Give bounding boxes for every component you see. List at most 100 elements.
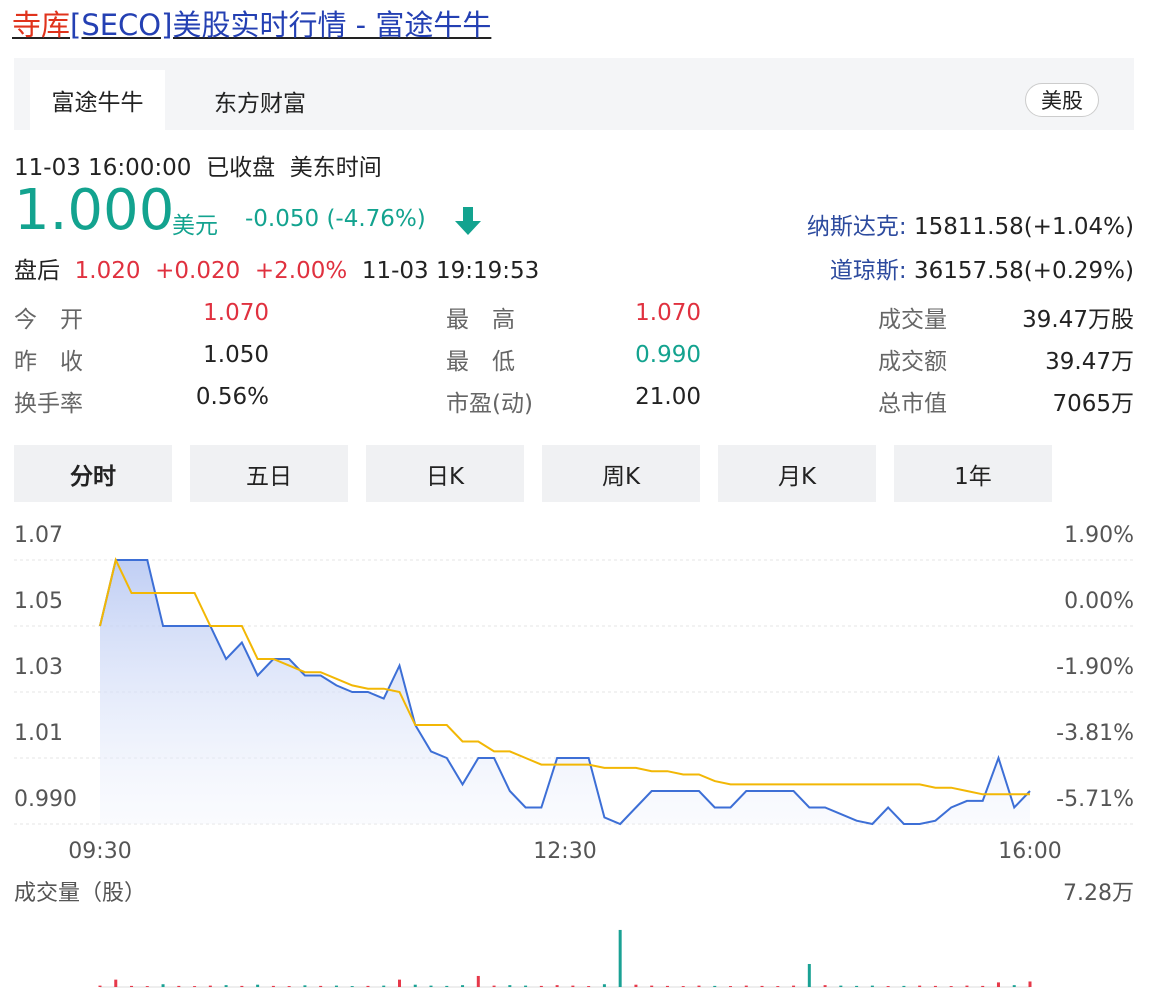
volume-bar — [193, 986, 197, 987]
volume-tick-label: 7.28万 — [1063, 881, 1134, 906]
stat-value: 0.56% — [195, 384, 269, 410]
volume-bar — [823, 985, 827, 987]
volume-bar — [650, 985, 654, 987]
index-name: 纳斯达克: — [806, 214, 907, 240]
index-value: 36157.58(+0.29%) — [913, 258, 1134, 284]
volume-bar — [602, 984, 606, 987]
volume-bar — [114, 979, 118, 987]
y-tick-label: 1.05 — [14, 589, 63, 614]
volume-bar — [744, 985, 748, 987]
volume-label: 成交量（股） — [14, 881, 146, 906]
stat-label: 成交量 — [878, 307, 947, 333]
index[interactable]: 纳斯达克: 15811.58(+1.04%) — [807, 207, 1134, 241]
volume-bar — [571, 985, 575, 987]
period-tab[interactable]: 月K — [718, 445, 876, 502]
period-tab[interactable]: 五日 — [190, 445, 348, 502]
volume-bar — [413, 984, 417, 987]
stat-value: 7065万 — [1052, 391, 1134, 417]
stat-label: 市盈(动) — [446, 391, 533, 417]
volume-bar — [350, 986, 354, 987]
volume-bar — [539, 985, 543, 987]
period-tab[interactable]: 日K — [366, 445, 524, 502]
volume-bar — [271, 985, 275, 987]
volume-bar — [303, 985, 307, 987]
volume-bar — [224, 985, 228, 987]
volume-bar — [870, 985, 874, 987]
volume-bar — [902, 985, 906, 987]
stat-value: 1.070 — [203, 300, 269, 326]
volume-bar — [366, 985, 370, 987]
stat-label: 最 低 — [446, 349, 515, 375]
volume-bar — [1028, 981, 1032, 987]
volume-bar — [145, 986, 149, 987]
tab[interactable]: 富途牛牛 — [30, 70, 165, 130]
price-line — [99, 559, 1031, 826]
volume-bar — [918, 985, 922, 987]
volume-bar — [382, 985, 386, 987]
period-tab[interactable]: 分时 — [14, 445, 172, 502]
price: 1.000 — [14, 178, 175, 243]
volume-bar — [776, 986, 780, 987]
volume-bar — [618, 929, 622, 987]
y-tick-label: 1.03 — [14, 655, 63, 680]
tab-bar — [14, 58, 1134, 130]
stat-value: 1.070 — [635, 300, 701, 326]
volume-bar — [319, 985, 323, 987]
currency: 美元 — [172, 213, 218, 239]
volume-bar — [792, 985, 796, 987]
status: 已收盘 — [206, 155, 276, 181]
volume-bar — [130, 985, 134, 987]
change: -0.050 (-4.76%) — [245, 206, 426, 232]
volume-bar — [697, 985, 701, 987]
volume-bar — [508, 985, 512, 987]
volume-bar — [445, 985, 449, 987]
index-value: 15811.58(+1.04%) — [913, 214, 1134, 240]
index[interactable]: 道琼斯: 36157.58(+0.29%) — [830, 251, 1134, 285]
index-name: 道琼斯: — [829, 258, 907, 284]
volume-bar — [886, 986, 890, 987]
quote-time: 11-03 16:00:00 已收盘 美东时间 — [14, 148, 382, 182]
x-tick-label: 12:30 — [533, 839, 596, 864]
y-tick-label: 1.01 — [14, 721, 63, 746]
volume-bar — [461, 985, 465, 987]
ah-change: +0.020 — [155, 258, 241, 284]
time: 11-03 16:00:00 — [14, 155, 192, 181]
y2-tick-label: 0.00% — [1064, 589, 1134, 614]
tab[interactable]: 东方财富 — [214, 91, 306, 117]
title: [SECO]美股实时行情 - 富途牛牛 — [70, 8, 492, 42]
stat-label: 总市值 — [878, 391, 947, 417]
volume-bar — [476, 975, 480, 987]
volume-bar — [713, 985, 717, 987]
period-tab[interactable]: 周K — [542, 445, 700, 502]
y2-tick-label: 1.90% — [1064, 523, 1134, 548]
volume-bar — [855, 985, 859, 987]
volume-bar — [208, 985, 212, 987]
y2-tick-label: -3.81% — [1056, 721, 1134, 746]
average-line — [99, 557, 1030, 796]
after-hours: 盘后 1.020 +0.020 +2.00% 11-03 19:19:53 — [14, 251, 539, 285]
volume-bar — [98, 985, 102, 987]
price-area — [100, 560, 1030, 824]
period-tab[interactable]: 1年 — [894, 445, 1052, 502]
volume-bar — [665, 985, 669, 987]
timezone: 美东时间 — [289, 155, 382, 181]
ah-time: 11-03 19:19:53 — [361, 258, 540, 284]
stat-label: 最 高 — [446, 307, 515, 333]
x-tick-label: 09:30 — [68, 839, 131, 864]
volume-bar — [492, 985, 496, 987]
chart: 1.07 1.05 1.03 1.01 0.990 1.90% 0.00% -1.90% -3.… — [14, 523, 1134, 988]
stat-label: 换手率 — [14, 391, 83, 417]
stat-value: 39.47万股 — [1022, 307, 1134, 333]
market-badge[interactable]: 美股 — [1025, 83, 1099, 117]
stat-value: 21.00 — [635, 384, 701, 410]
volume-bar — [729, 986, 733, 987]
volume-bar — [996, 982, 1000, 987]
volume-bar — [634, 984, 638, 987]
page-title[interactable]: 寺库[SECO]美股实时行情 - 富途牛牛 — [12, 2, 491, 44]
volume-bar — [256, 984, 260, 987]
stat-label: 今 开 — [14, 307, 83, 333]
volume-bar — [965, 985, 969, 987]
stat-value: 0.990 — [635, 342, 701, 368]
volume-bar — [397, 979, 401, 987]
